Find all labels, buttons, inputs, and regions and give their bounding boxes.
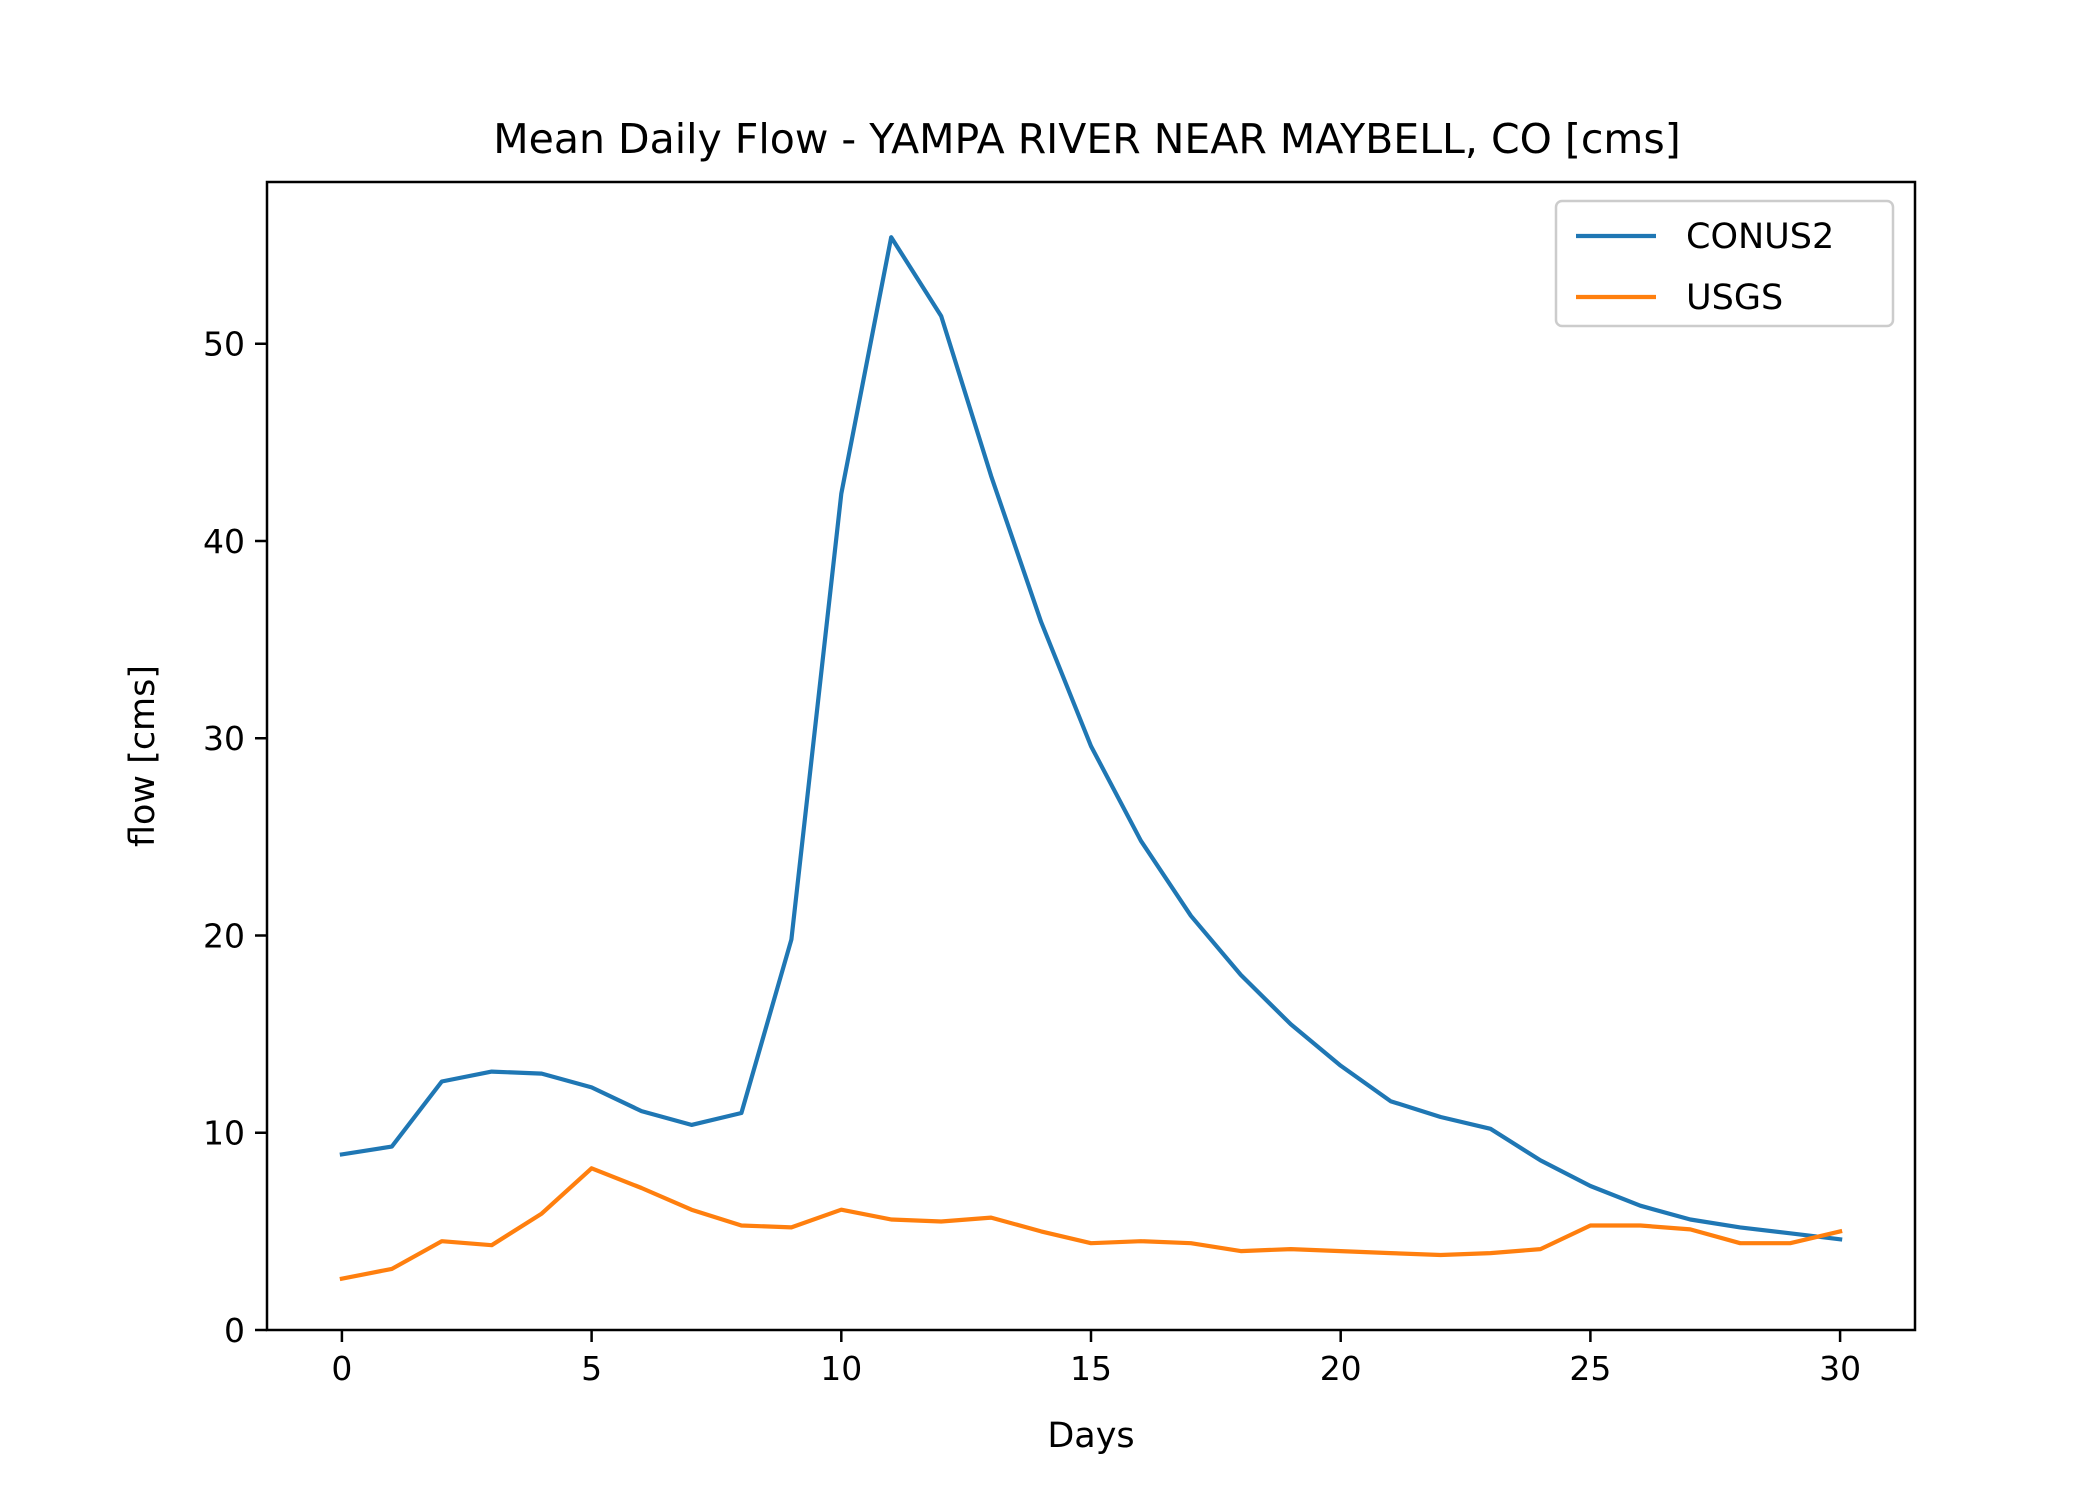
x-tick-label: 0 — [331, 1349, 352, 1388]
y-tick-label: 20 — [203, 916, 245, 955]
x-tick-label: 20 — [1320, 1349, 1362, 1388]
axis-ticks: 0 5 10 15 20 25 30 0 10 20 30 40 50 — [203, 325, 1861, 1388]
chart-title: Mean Daily Flow - YAMPA RIVER NEAR MAYBE… — [493, 115, 1680, 163]
y-tick-label: 0 — [224, 1311, 245, 1350]
x-tick-label: 25 — [1569, 1349, 1611, 1388]
y-axis-label: flow [cms] — [123, 665, 163, 847]
series-line-conus2 — [339, 235, 1843, 1242]
x-axis-label: Days — [1047, 1416, 1134, 1456]
y-tick-label: 30 — [203, 719, 245, 758]
x-tick-label: 10 — [820, 1349, 862, 1388]
plot-area — [339, 235, 1843, 1282]
series-line-usgs — [339, 1166, 1843, 1282]
legend-label: CONUS2 — [1686, 217, 1834, 257]
legend-box — [1554, 199, 1895, 328]
y-tick-label: 40 — [203, 522, 245, 561]
legend: CONUS2 USGS — [1554, 199, 1895, 328]
legend-label: USGS — [1686, 278, 1783, 318]
x-tick-label: 15 — [1070, 1349, 1112, 1388]
x-tick-label: 5 — [581, 1349, 602, 1388]
plot-frame — [265, 180, 1917, 1332]
x-tick-label: 30 — [1819, 1349, 1861, 1388]
y-tick-label: 50 — [203, 325, 245, 364]
y-tick-label: 10 — [203, 1114, 245, 1153]
